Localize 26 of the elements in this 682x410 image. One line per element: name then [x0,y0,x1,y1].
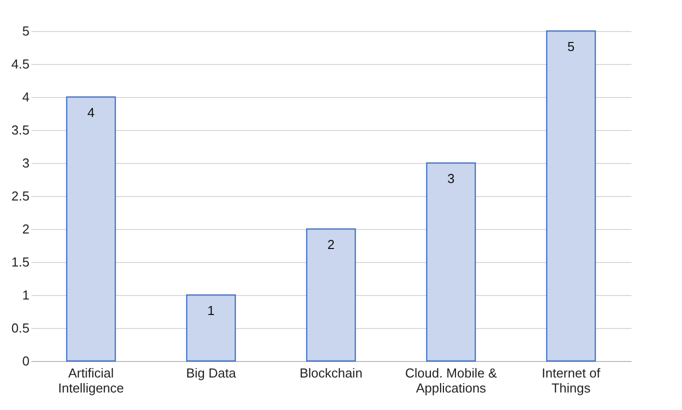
x-tick-label: Big Data [186,366,237,380]
bar [186,294,236,362]
y-tick-label: 0 [22,354,30,368]
y-tick-label: 5 [22,24,30,38]
bar [546,30,596,362]
x-tick-label: Artificial Intelligence [58,366,124,396]
data-label: 1 [207,303,215,318]
bar [426,162,476,362]
y-tick-label: 1.5 [11,254,30,270]
bar [66,96,116,362]
y-tick-label: 0.5 [11,320,30,336]
bar [306,228,356,362]
x-tick-label: Blockchain [300,366,362,380]
y-tick-label: 2.5 [11,188,30,204]
x-tick-label: Internet of Things [542,366,601,396]
y-tick-label: 4 [22,90,30,104]
data-label: 4 [87,105,95,120]
data-label: 2 [327,237,335,252]
y-tick-label: 1 [22,288,30,302]
x-tick-label: Cloud. Mobile & Applications [405,366,498,396]
data-label: 3 [447,171,455,186]
data-label: 5 [567,39,575,54]
y-tick-label: 4.5 [11,56,30,72]
y-tick-label: 2 [22,222,30,236]
y-tick-label: 3.5 [11,122,30,138]
y-tick-label: 3 [22,156,30,170]
